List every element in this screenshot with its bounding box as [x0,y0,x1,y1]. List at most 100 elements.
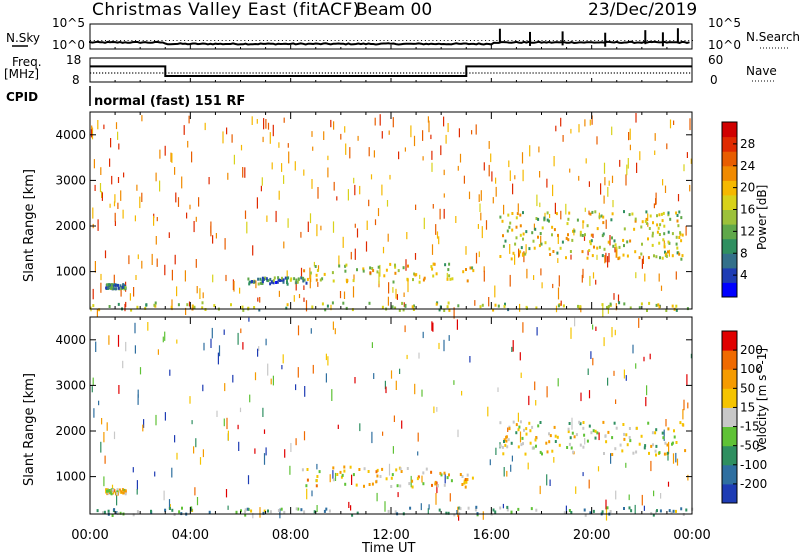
power-noise-cell [475,124,477,135]
nave-point [403,72,405,74]
power-noise-cell [588,181,590,187]
power-echo-cell [573,229,576,233]
power-echo-cell [519,233,522,237]
power-noise-cell [587,250,589,256]
velocity-echo-cell [400,470,403,473]
velocity-echo-cell [440,473,443,477]
power-echo-cell [591,210,594,214]
power-echo-cell [432,262,435,266]
nave-point [183,72,185,74]
velocity-echo-cell [358,468,361,471]
nave-point [174,72,176,74]
velocity-echo-cell [267,509,269,513]
power-echo-cell [596,246,599,250]
nave-point [141,72,143,74]
power-noise-cell [117,202,119,209]
power-noise-cell [388,282,390,294]
velocity-noise-cell [436,407,438,412]
power-noise-cell [654,150,656,155]
freq-label: Freq. [12,55,42,69]
nave-point [300,72,302,74]
power-colorbar-tick-label: 28 [740,137,755,151]
power-ytick-label: 2000 [55,219,86,233]
nave-point [550,72,552,74]
velocity-echo-cell [524,452,527,456]
velocity-noise-cell [431,321,433,331]
nave-point [165,72,167,74]
velocity-echo-cell [164,508,167,512]
power-noise-cell [193,221,195,233]
power-echo-cell [402,266,405,270]
power-noise-cell [607,256,609,268]
power-echo-cell [444,263,447,267]
nsearch-point [323,40,325,41]
nave-point [583,72,585,74]
power-echo-cell [626,240,629,244]
power-echo-cell [119,284,122,288]
nsearch-point [613,40,614,41]
nsearch-point [428,40,430,41]
power-echo-cell [443,309,446,312]
velocity-echo-cell [568,422,571,425]
power-noise-cell [333,121,335,130]
power-echo-cell [661,219,664,223]
velocity-echo-cell [554,440,557,443]
power-noise-cell [257,297,259,302]
velocity-echo-cell [535,508,538,512]
nave-point [273,72,275,74]
power-noise-cell [584,207,586,212]
velocity-echo-cell [523,428,525,432]
nave-point [288,72,290,74]
velocity-noise-cell [258,346,260,351]
velocity-noise-cell [418,352,420,359]
power-echo-cell [369,266,372,270]
power-echo-cell [286,281,288,284]
power-echo-cell [681,233,684,237]
power-noise-cell [669,119,672,129]
power-noise-cell [617,294,620,303]
nsearch-point [549,40,550,41]
velocity-noise-cell [270,378,272,385]
power-echo-cell [634,219,637,223]
velocity-noise-cell [147,322,149,331]
frequency-line [90,65,692,77]
power-echo-cell [623,244,625,248]
power-echo-cell [259,277,262,281]
power-noise-cell [175,192,177,203]
power-echo-cell [391,305,394,309]
velocity-echo-cell [344,482,347,486]
power-echo-cell [504,239,507,243]
power-echo-cell [422,278,425,282]
velocity-noise-cell [137,389,139,398]
nsearch-point [402,40,404,41]
power-echo-cell [638,306,641,310]
velocity-echo-cell [363,484,365,488]
nave-point [421,72,423,74]
velocity-echo-cell [568,509,571,512]
nave-point [267,72,269,74]
velocity-echo-cell [570,446,573,450]
power-noise-cell [225,274,227,282]
power-noise-cell [438,236,440,245]
power-noise-cell [626,164,628,176]
velocity-echo-cell [332,466,335,470]
power-noise-cell [212,235,214,244]
power-echo-cell [538,244,541,248]
power-noise-cell [327,167,329,178]
power-noise-cell [317,187,319,199]
power-echo-cell [601,234,604,238]
power-noise-cell [374,117,376,126]
velocity-echo-cell [638,442,641,446]
power-noise-cell [427,116,429,123]
power-noise-cell [215,233,217,239]
power-echo-cell [628,213,631,217]
velocity-noise-cell [438,342,440,350]
nsky-spike [661,32,664,47]
power-echo-cell [269,277,272,281]
power-echo-cell [394,263,396,267]
power-echo-cell [273,276,276,280]
power-noise-cell [607,305,609,314]
velocity-echo-cell [306,478,309,482]
nsearch-point [142,40,144,41]
power-noise-cell [419,274,421,280]
